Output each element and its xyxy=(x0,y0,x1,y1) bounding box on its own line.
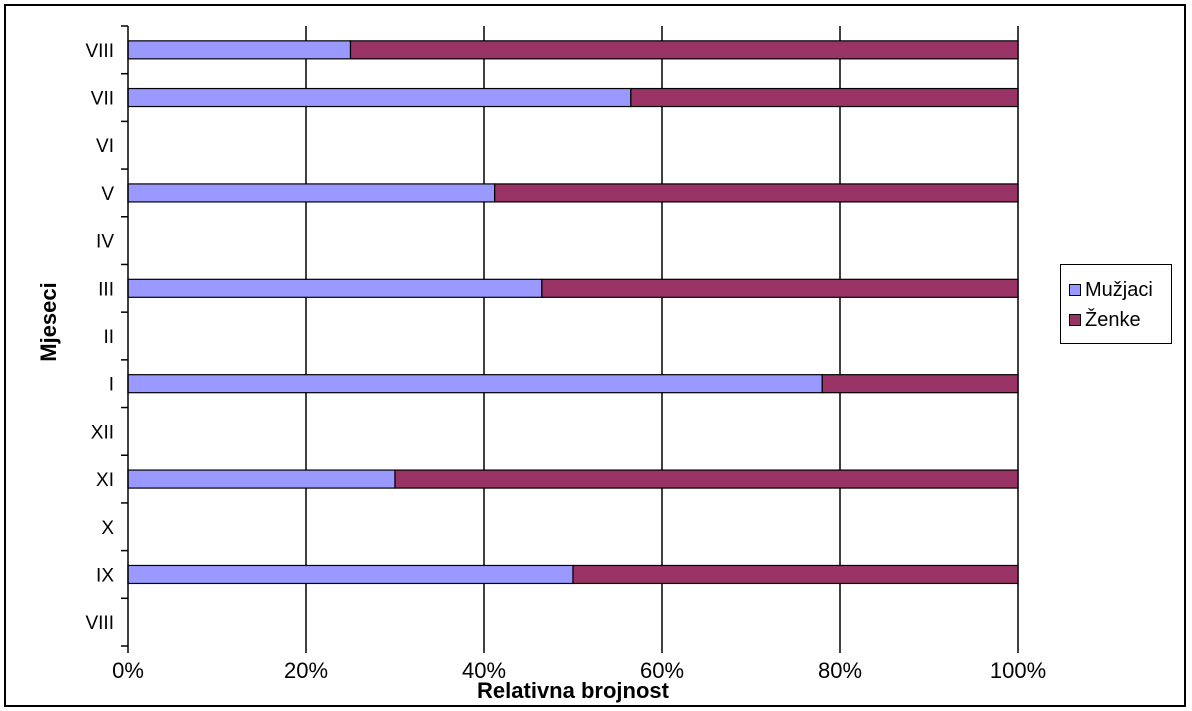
y-category-label: II xyxy=(103,327,114,348)
y-category-label: IX xyxy=(96,565,114,586)
y-category-label: VII xyxy=(91,89,114,110)
legend-item-females: Ženke xyxy=(1069,307,1141,333)
y-category-label: X xyxy=(101,518,114,539)
y-category-label: III xyxy=(98,279,114,300)
bar-males xyxy=(127,40,352,60)
bar-males xyxy=(127,278,543,298)
x-tick-label: 80% xyxy=(818,658,862,683)
bar-females xyxy=(349,40,1019,60)
legend-label-females: Ženke xyxy=(1085,309,1141,331)
bars xyxy=(127,40,1019,585)
y-category-label: VIII xyxy=(85,613,114,634)
x-tick-label: 100% xyxy=(990,658,1046,683)
bar-males xyxy=(127,374,823,394)
chart-frame xyxy=(4,4,1186,707)
y-axis-title: Mjeseci xyxy=(36,282,61,362)
bar-females xyxy=(541,278,1019,298)
y-category-label: XI xyxy=(96,470,114,491)
axes xyxy=(121,25,1019,653)
legend: Mužjaci Ženke xyxy=(1060,264,1172,344)
x-tick-label: 60% xyxy=(640,658,684,683)
bar-males xyxy=(127,87,632,108)
y-category-label: XII xyxy=(91,422,114,443)
x-tick-label: 40% xyxy=(462,658,506,683)
grid-lines xyxy=(305,26,1019,646)
bar-males xyxy=(127,564,574,585)
bar-females xyxy=(572,564,1019,585)
y-category-label: I xyxy=(109,375,114,396)
legend-swatch-males xyxy=(1069,284,1081,296)
bar-males xyxy=(127,469,396,489)
bar-females xyxy=(494,183,1019,203)
legend-item-males: Mužjaci xyxy=(1069,277,1153,303)
y-category-label: V xyxy=(101,184,114,205)
legend-swatch-females xyxy=(1069,314,1081,326)
bar-females xyxy=(630,87,1019,108)
y-category-label: VIII xyxy=(85,41,114,62)
bar-females xyxy=(394,469,1019,489)
bar-females xyxy=(821,374,1019,394)
tick-labels: 0% 20% 40% 60% 80% 100%VIIIIXXXIXIIIIIIIIIVVV… xyxy=(85,41,1046,683)
x-axis-title: Relativna brojnost xyxy=(477,678,670,703)
y-category-label: VI xyxy=(96,136,114,157)
bar-males xyxy=(127,183,496,203)
x-tick-label: 0% xyxy=(112,658,144,683)
legend-label-males: Mužjaci xyxy=(1085,279,1153,301)
x-tick-label: 20% xyxy=(284,658,328,683)
y-category-label: IV xyxy=(96,232,114,253)
